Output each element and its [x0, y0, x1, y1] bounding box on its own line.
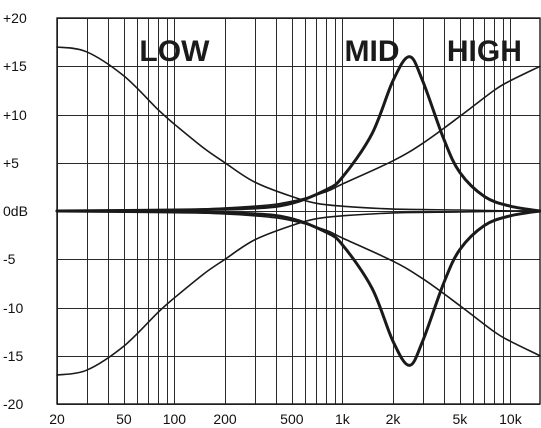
- plot-frame: [56, 17, 541, 405]
- curve-layer: [55, 46, 541, 376]
- series-line-high-boost: [56, 65, 541, 212]
- y-tick-label: +20: [3, 10, 27, 26]
- band-label-low: LOW: [139, 35, 210, 68]
- x-tick-label: 500: [280, 411, 304, 427]
- band-label-high: HIGH: [447, 35, 522, 68]
- y-tick-label: +10: [3, 107, 27, 123]
- series-line-mid-boost: [55, 55, 541, 213]
- y-tick-label: +15: [3, 58, 27, 74]
- x-tick-label: 1k: [335, 411, 351, 427]
- series-line-high-cut: [56, 210, 541, 357]
- series-line-mid-cut: [55, 209, 541, 367]
- y-tick-label: 0dB: [3, 203, 28, 219]
- x-tick-label: 10k: [499, 411, 523, 427]
- label-layer: +20 +15 +10 +5 0dB -5 -10 -15 -20 20 50 100 200 500 1k…: [3, 10, 523, 427]
- x-tick-label: 5k: [452, 411, 468, 427]
- series-line-low-boost: [56, 46, 541, 212]
- x-tick-label: 50: [116, 411, 132, 427]
- band-label-mid: MID: [345, 35, 400, 68]
- x-tick-label: 20: [49, 411, 65, 427]
- x-tick-label: 100: [163, 411, 187, 427]
- x-tick-label: 200: [213, 411, 237, 427]
- y-tick-label: -20: [3, 396, 23, 412]
- y-tick-label: -5: [3, 251, 16, 267]
- series-line-low-cut: [56, 210, 541, 376]
- x-tick-label: 2k: [386, 411, 402, 427]
- y-tick-label: +5: [3, 155, 19, 171]
- y-tick-label: -10: [3, 300, 23, 316]
- y-tick-label: -15: [3, 348, 23, 364]
